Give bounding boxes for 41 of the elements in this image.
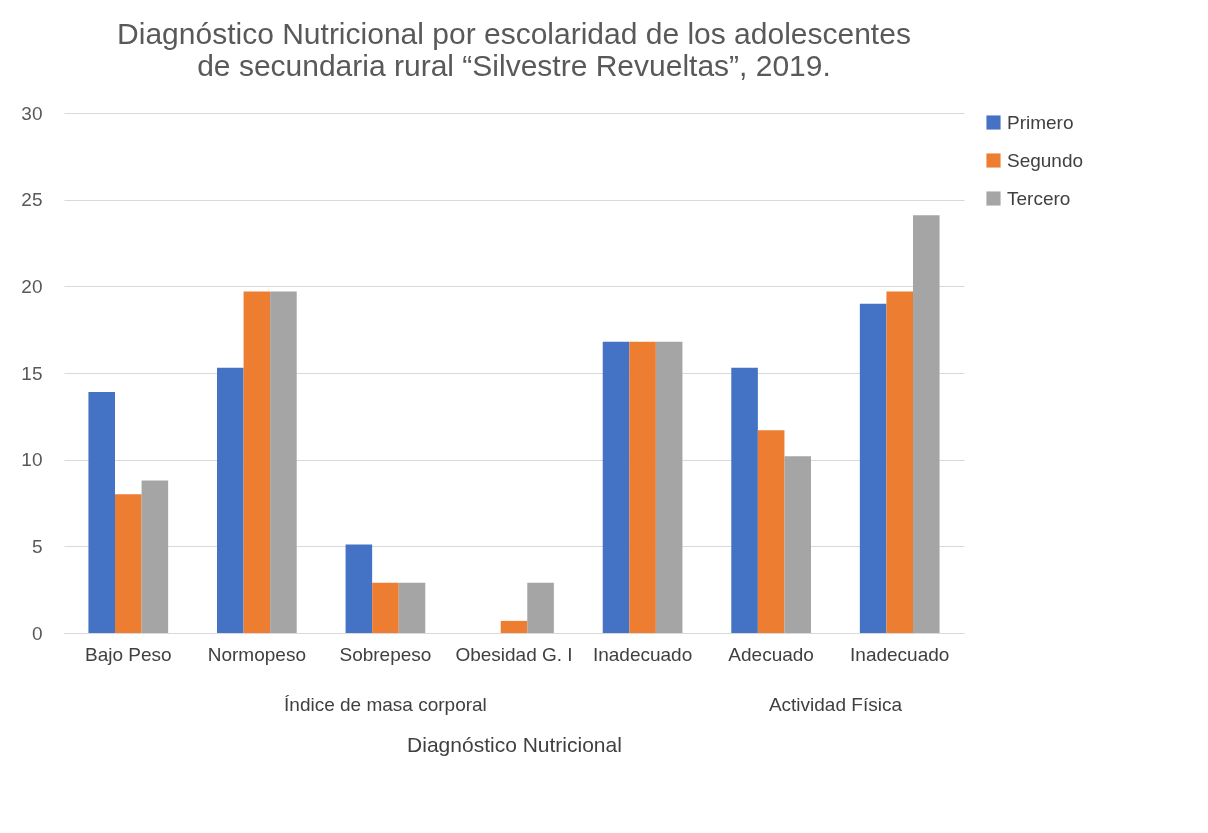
- y-tick-label: 10: [21, 449, 43, 471]
- legend-label: Segundo: [1007, 149, 1084, 171]
- x-tick-label: Inadecuado: [850, 643, 950, 665]
- bar: [757, 430, 785, 633]
- bar: [115, 494, 142, 633]
- bar: [527, 582, 554, 633]
- bar: [859, 303, 887, 633]
- x-tick-label: Inadecuado: [592, 643, 693, 665]
- bar: [243, 291, 271, 633]
- x-tick-label: Obesidad G. I: [455, 643, 573, 665]
- x-axis-title: Diagnóstico Nutricional: [407, 732, 622, 756]
- legend-label: Tercero: [1007, 187, 1071, 209]
- bar: [372, 582, 399, 633]
- chart-title: Diagnóstico Nutricional por escolaridad de los adolescentes de secundaria rural “Silvestre Revueltas”, 2019.: [117, 17, 911, 82]
- x-tick-label: Bajo Peso: [84, 643, 172, 665]
- x-tick-label: Sobrepeso: [339, 643, 432, 665]
- y-tick-label: 25: [21, 189, 43, 211]
- bar: [141, 480, 169, 633]
- y-tick-label: 5: [31, 535, 43, 557]
- bar: [731, 367, 758, 633]
- bar: [398, 582, 426, 633]
- bar: [88, 392, 115, 633]
- bar: [784, 456, 811, 633]
- bar: [270, 291, 297, 633]
- bar: [629, 341, 656, 633]
- bar: [345, 544, 373, 633]
- x-tick-label: Adecuado: [728, 643, 814, 665]
- bar: [217, 367, 244, 633]
- bar: [886, 291, 913, 633]
- x-tick-label: Normopeso: [207, 643, 306, 665]
- text: Índice de masa corporal: [284, 694, 487, 715]
- bar: [500, 620, 528, 633]
- text: Actividad Física: [768, 694, 903, 715]
- bar: [913, 215, 940, 633]
- bar: [602, 341, 630, 633]
- legend-label: Primero: [1007, 111, 1074, 133]
- y-tick-label: 20: [21, 275, 43, 297]
- bar: [655, 341, 683, 633]
- y-tick-label: 15: [21, 362, 43, 384]
- y-tick-label: 0: [31, 622, 43, 644]
- y-tick-label: 30: [21, 102, 43, 124]
